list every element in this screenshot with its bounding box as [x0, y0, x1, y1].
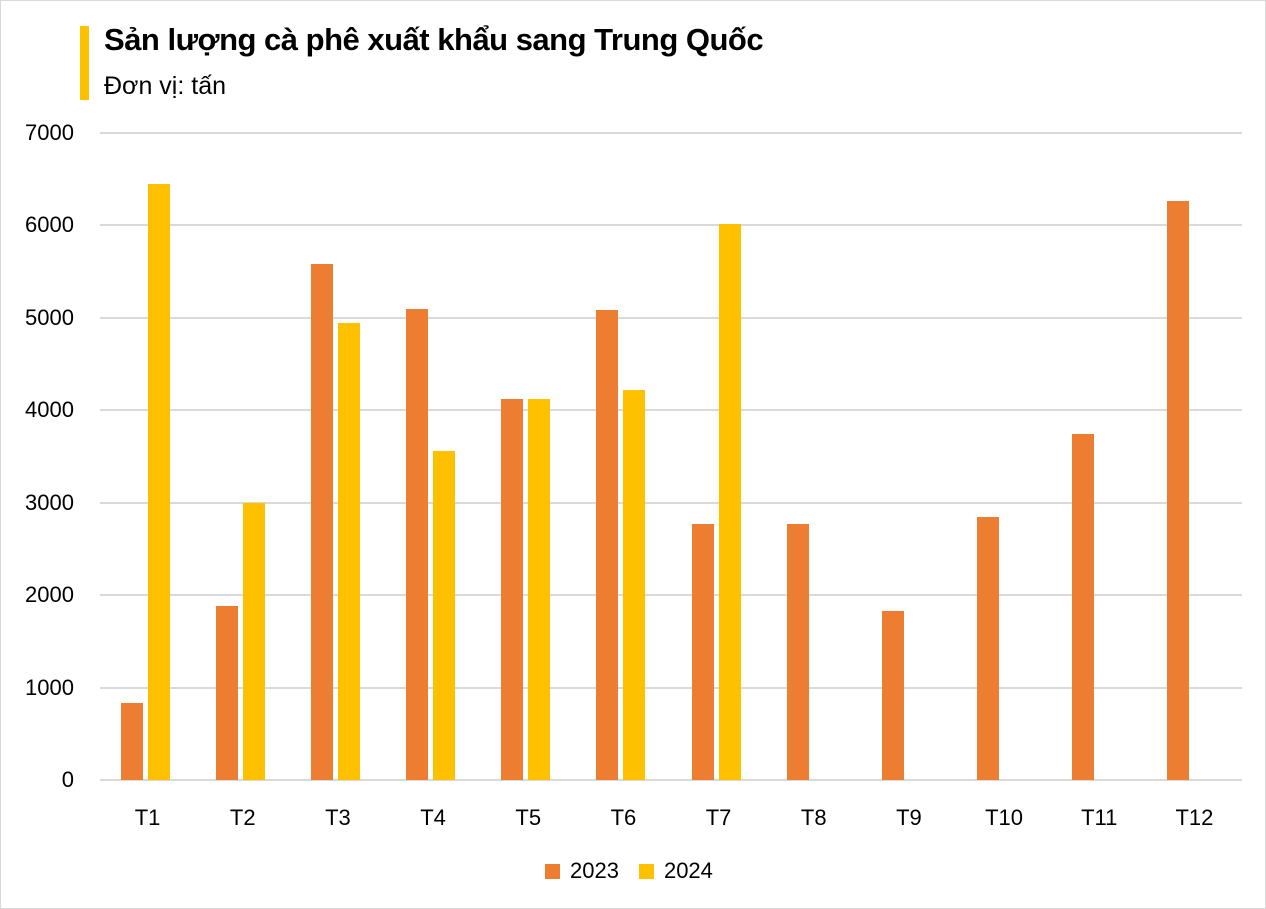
- bar-2024-T1: [147, 183, 170, 780]
- bar-2024-T4: [433, 450, 456, 780]
- gridline: [100, 224, 1242, 227]
- bar-2023-T1: [120, 703, 143, 780]
- bar-2024-T5: [528, 399, 551, 780]
- y-tick-label: 3000: [25, 489, 74, 515]
- y-tick-label: 1000: [25, 674, 74, 700]
- x-tick-label: T11: [1081, 805, 1118, 830]
- x-tick-label: T4: [420, 805, 446, 830]
- y-tick-label: 2000: [25, 582, 74, 608]
- bar-2023-T10: [977, 516, 1000, 780]
- gridline: [100, 316, 1242, 319]
- gridline: [100, 779, 1242, 781]
- y-tick-label: 7000: [25, 120, 74, 145]
- bar-2024-T3: [337, 323, 360, 780]
- x-tick-label: T10: [985, 805, 1024, 830]
- gridline: [100, 686, 1242, 689]
- y-tick-label: 6000: [25, 212, 74, 238]
- bar-2024-T2: [242, 502, 265, 780]
- bar-2023-T11: [1072, 434, 1095, 780]
- gridline: [100, 594, 1242, 597]
- bar-2023-T7: [691, 523, 714, 780]
- gridline: [100, 501, 1242, 504]
- title-accent-bar: [80, 26, 89, 100]
- bar-2023-T8: [786, 523, 809, 780]
- y-tick-label: 5000: [25, 304, 74, 330]
- legend-item-2024: 2024: [638, 858, 713, 884]
- chart-title: Sản lượng cà phê xuất khẩu sang Trung Qu…: [104, 22, 764, 57]
- bar-2024-T6: [623, 389, 646, 780]
- gridline: [100, 132, 1242, 134]
- y-tick-label: 4000: [25, 397, 74, 423]
- bar-2023-T3: [310, 264, 333, 780]
- bar-2023-T4: [406, 308, 429, 780]
- x-tick-label: T8: [800, 805, 827, 830]
- x-tick-label: T1: [134, 805, 161, 830]
- plot-area: 7000 6000 5000 4000 3000 2000 1000 0 T1 T2 T3 T4 T5 T…: [25, 120, 1242, 830]
- legend-label: 2024: [663, 858, 713, 883]
- x-tick-label: T6: [610, 805, 637, 830]
- x-tick-label: T2: [229, 805, 256, 830]
- x-tick-label: T12: [1175, 805, 1214, 830]
- y-tick-label: 0: [61, 767, 74, 792]
- bar-2024-T7: [718, 223, 741, 780]
- legend-item-2023: 2023: [545, 858, 619, 884]
- legend-swatch-icon: [638, 863, 654, 879]
- bar-2023-T12: [1167, 201, 1190, 780]
- bar-2023-T5: [501, 399, 524, 780]
- legend-label: 2023: [570, 858, 619, 883]
- bar-2023-T2: [215, 606, 238, 780]
- x-tick-label: T5: [515, 805, 542, 830]
- legend: 2023 2024: [545, 858, 733, 884]
- bar-2023-T9: [881, 610, 904, 780]
- legend-swatch-icon: [545, 863, 560, 879]
- bar-2023-T6: [596, 310, 619, 780]
- gridline: [100, 409, 1242, 412]
- x-tick-label: T3: [325, 805, 351, 830]
- chart-subtitle: Đơn vị: tấn: [104, 72, 226, 100]
- x-tick-label: T9: [896, 805, 922, 830]
- x-tick-label: T7: [705, 805, 732, 830]
